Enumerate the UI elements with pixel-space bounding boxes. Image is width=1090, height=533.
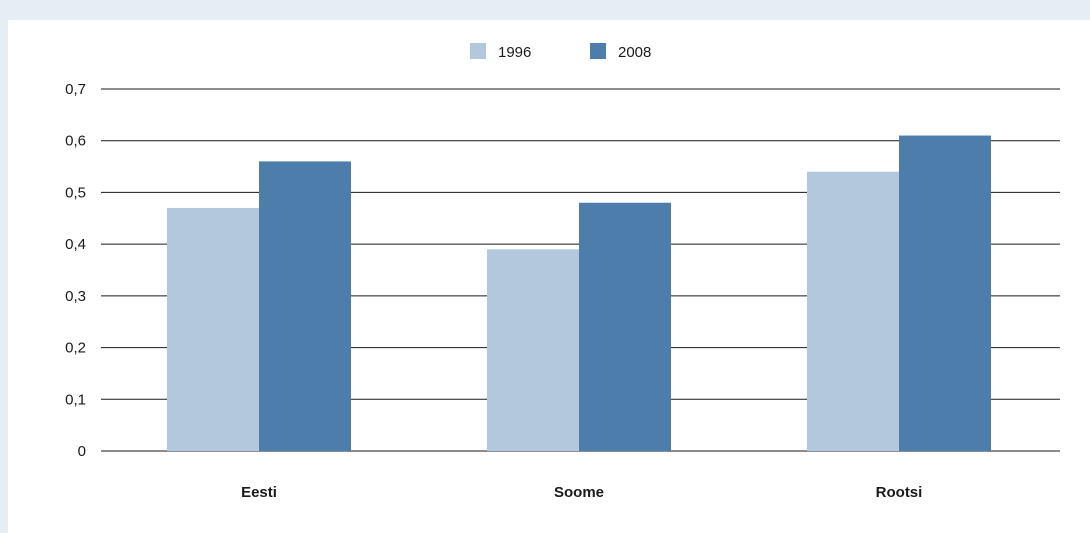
y-tick-label: 0,2 — [65, 340, 86, 357]
bar-eesti-1996 — [167, 207, 259, 451]
x-category-label: Eesti — [241, 484, 277, 501]
x-axis-categories: Eesti Soome Rootsi — [241, 484, 922, 501]
bar-soome-1996 — [487, 249, 579, 451]
legend-swatch-1996 — [470, 43, 486, 59]
y-tick-label: 0,1 — [65, 391, 86, 408]
x-category-label: Soome — [554, 484, 604, 501]
bar-rootsi-2008 — [899, 135, 991, 452]
bar-soome-2008 — [579, 202, 671, 451]
legend-label: 1996 — [498, 44, 531, 61]
y-axis-ticks: 0 0,1 0,2 0,3 0,4 0,5 0,6 0,7 — [65, 81, 86, 460]
y-tick-label: 0,3 — [65, 288, 86, 305]
y-tick-label: 0 — [78, 443, 86, 460]
y-tick-label: 0,7 — [65, 81, 86, 98]
y-tick-label: 0,6 — [65, 133, 86, 150]
y-tick-label: 0,4 — [65, 236, 86, 253]
bars — [167, 135, 991, 452]
bar-eesti-2008 — [259, 161, 351, 451]
legend-swatch-2008 — [590, 43, 606, 59]
legend-label: 2008 — [618, 44, 651, 61]
y-tick-label: 0,5 — [65, 184, 86, 201]
x-category-label: Rootsi — [876, 484, 923, 501]
legend: 1996 2008 — [470, 43, 651, 61]
bar-rootsi-1996 — [807, 171, 899, 451]
